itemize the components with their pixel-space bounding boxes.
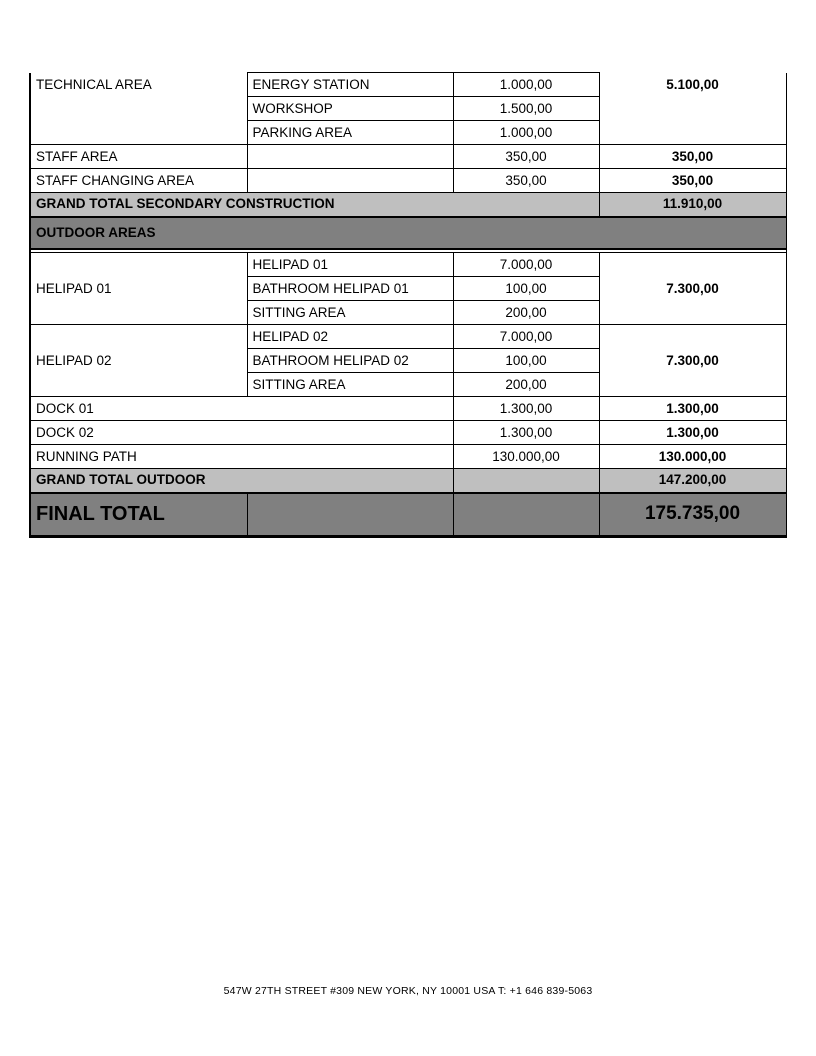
table-row: HELIPAD 01 HELIPAD 01 7.000,00 7.300,00 [29, 252, 787, 325]
cell-subitem: SITTING AREA [246, 300, 454, 325]
cell-grand-total-value: 11.910,00 [598, 192, 787, 217]
cell-area-label: DOCK 02 [29, 420, 454, 445]
cell-value: 7.000,00 [452, 324, 600, 349]
cell-grand-total-label: GRAND TOTAL OUTDOOR [29, 468, 454, 493]
table-row: TECHNICAL AREA ENERGY STATION 1.000,00 5… [29, 72, 787, 145]
cell-group-total: 7.300,00 [598, 324, 787, 397]
cell-total: 350,00 [598, 144, 787, 169]
cell-total: 130.000,00 [598, 444, 787, 469]
cell-subitem: ENERGY STATION [246, 72, 454, 97]
cell-area-label: HELIPAD 01 [29, 252, 248, 325]
final-total-label: FINAL TOTAL [29, 491, 248, 538]
cell-value: 1.500,00 [452, 96, 600, 121]
empty-cell [452, 468, 600, 493]
cell-grand-total-label: GRAND TOTAL SECONDARY CONSTRUCTION [29, 192, 600, 217]
cell-area-label: RUNNING PATH [29, 444, 454, 469]
cell-area-label: TECHNICAL AREA [29, 72, 248, 145]
cell-value: 7.000,00 [452, 252, 600, 277]
final-total-row: FINAL TOTAL 175.735,00 [29, 491, 787, 538]
empty-cell [246, 491, 454, 538]
final-total-value: 175.735,00 [598, 491, 787, 538]
cell-group-total: 5.100,00 [598, 72, 787, 145]
cell-value: 100,00 [452, 348, 600, 373]
empty-cell [246, 144, 454, 169]
cell-value: 200,00 [452, 300, 600, 325]
cell-grand-total-value: 147.200,00 [598, 468, 787, 493]
table-row: PARKING AREA 1.000,00 [30, 120, 786, 145]
cell-subitem: BATHROOM HELIPAD 02 [246, 348, 454, 373]
cell-value: 1.000,00 [452, 120, 600, 145]
cell-value: 200,00 [452, 372, 600, 397]
table-row: STAFF AREA 350,00 350,00 [29, 144, 787, 169]
cell-subitem: BATHROOM HELIPAD 01 [246, 276, 454, 301]
table-row: SITTING AREA 200,00 [30, 372, 786, 397]
empty-cell [452, 491, 600, 538]
cell-total: 350,00 [598, 168, 787, 193]
cell-area-label: HELIPAD 02 [29, 324, 248, 397]
cost-summary-table: TECHNICAL AREA ENERGY STATION 1.000,00 5… [29, 72, 787, 538]
cell-value: 350,00 [452, 144, 600, 169]
cell-value: 1.000,00 [452, 72, 600, 97]
cell-subitem: PARKING AREA [246, 120, 454, 145]
empty-cell [246, 168, 454, 193]
cell-subitem: WORKSHOP [246, 96, 454, 121]
cell-subitem: SITTING AREA [246, 372, 454, 397]
outdoor-areas-section-row: OUTDOOR AREAS [29, 215, 787, 250]
page-footer-address: 547W 27TH STREET #309 NEW YORK, NY 10001… [223, 985, 593, 997]
grand-total-outdoor-row: GRAND TOTAL OUTDOOR 147.200,00 [29, 468, 787, 493]
table-row: RUNNING PATH 130.000,00 130.000,00 [29, 444, 787, 469]
cell-value: 130.000,00 [452, 444, 600, 469]
cell-value: 1.300,00 [452, 420, 600, 445]
grand-total-secondary-row: GRAND TOTAL SECONDARY CONSTRUCTION 11.91… [29, 192, 787, 217]
cell-group-total: 7.300,00 [598, 252, 787, 325]
cell-total: 1.300,00 [598, 396, 787, 421]
table-row: HELIPAD 02 HELIPAD 02 7.000,00 7.300,00 [29, 324, 787, 397]
cell-value: 1.300,00 [452, 396, 600, 421]
cell-value: 350,00 [452, 168, 600, 193]
table-row: SITTING AREA 200,00 [30, 300, 786, 325]
cell-area-label: STAFF CHANGING AREA [29, 168, 248, 193]
cell-area-label: STAFF AREA [29, 144, 248, 169]
cell-value: 100,00 [452, 276, 600, 301]
table-row: BATHROOM HELIPAD 01 100,00 [30, 276, 786, 301]
cell-total: 1.300,00 [598, 420, 787, 445]
table-row: DOCK 01 1.300,00 1.300,00 [29, 396, 787, 421]
section-header-label: OUTDOOR AREAS [29, 215, 787, 250]
table-row: STAFF CHANGING AREA 350,00 350,00 [29, 168, 787, 193]
cell-subitem: HELIPAD 01 [246, 252, 454, 277]
cell-subitem: HELIPAD 02 [246, 324, 454, 349]
table-row: DOCK 02 1.300,00 1.300,00 [29, 420, 787, 445]
table-row: WORKSHOP 1.500,00 [30, 96, 786, 121]
cell-area-label: DOCK 01 [29, 396, 454, 421]
